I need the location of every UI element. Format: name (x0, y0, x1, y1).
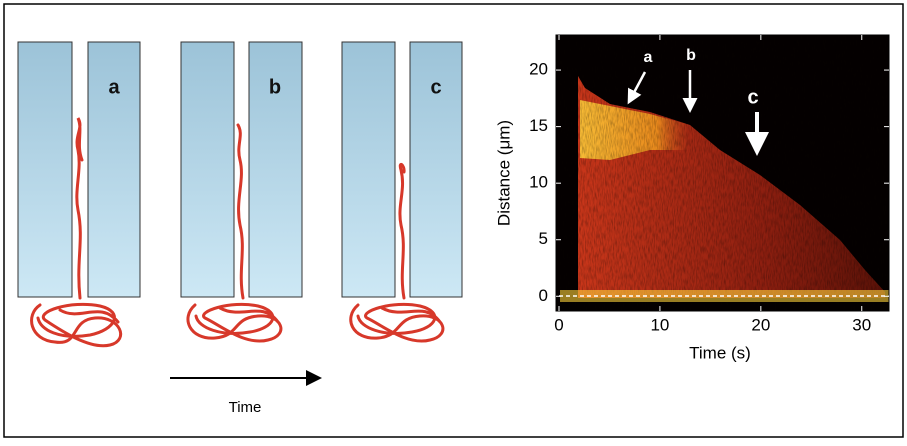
panel-labels: a b c (108, 76, 441, 98)
time-label: Time (229, 399, 262, 416)
y-axis-label: Distance (μm) (494, 120, 513, 226)
arrow-label: b (686, 47, 696, 64)
y-tick-label: 5 (539, 229, 548, 248)
x-axis-label: Time (s) (689, 343, 751, 362)
panel-label: b (269, 76, 281, 98)
y-tick-label: 15 (529, 116, 548, 135)
channels (17, 41, 463, 298)
x-tick-label: 0 (554, 315, 563, 334)
x-tick-label: 20 (751, 315, 770, 334)
arrow-label: a (644, 49, 653, 66)
kymograph-image (555, 34, 890, 312)
arrow-label: c (747, 86, 758, 108)
y-tick-label: 0 (539, 286, 548, 305)
y-tick-label: 20 (529, 60, 548, 79)
dna (30, 117, 445, 348)
panel-label: c (430, 76, 441, 98)
y-tick-label: 10 (529, 173, 548, 192)
x-tick-label: 30 (852, 315, 871, 334)
panel-label: a (108, 76, 120, 98)
x-tick-label: 10 (650, 315, 669, 334)
